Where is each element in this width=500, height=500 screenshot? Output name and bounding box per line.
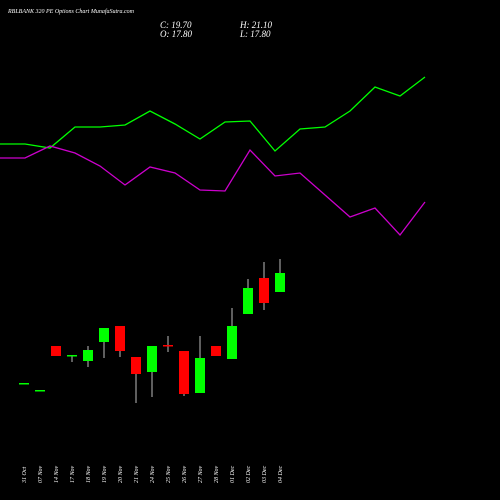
x-tick-label: 28 Nov	[214, 465, 220, 483]
candle-body	[51, 346, 61, 356]
x-tick-label: 17 Nov	[70, 465, 76, 483]
x-tick-label: 26 Nov	[182, 465, 188, 483]
candle-body	[227, 326, 237, 359]
x-tick-label: 14 Nov	[53, 465, 60, 483]
candle-body	[163, 345, 173, 347]
candle-body	[131, 357, 141, 374]
close-label: C: 19.70	[160, 20, 192, 30]
x-tick-label: 24 Nov	[149, 465, 156, 483]
candle-body	[99, 328, 109, 342]
candle-body	[179, 351, 189, 394]
candle-body	[243, 288, 253, 314]
x-tick-label: 20 Nov	[118, 465, 124, 483]
x-tick-label: 25 Nov	[166, 465, 172, 483]
x-tick-label: 02 Dec	[246, 466, 252, 483]
x-tick-label: 21 Nov	[134, 465, 140, 483]
indicator-line	[0, 76, 426, 152]
high-label: H: 21.10	[239, 20, 272, 30]
open-label: O: 17.80	[160, 29, 192, 39]
candle-body	[195, 358, 205, 393]
candle-body	[147, 346, 157, 372]
candle-body	[259, 278, 269, 303]
candle-body	[115, 326, 125, 351]
x-tick-label: 04 Dec	[277, 466, 284, 483]
candle-body	[211, 346, 221, 356]
candle-body	[67, 355, 77, 357]
x-tick-label: 03 Dec	[262, 466, 268, 483]
x-tick-label: 07 Nov	[38, 465, 44, 483]
low-label: L: 17.80	[239, 29, 271, 39]
x-tick-label: 18 Nov	[86, 465, 92, 483]
chart-title: RBLBANK 320 PE Options Chart MunafaSutra…	[7, 8, 135, 15]
indicator-line	[0, 145, 426, 237]
candle-body	[35, 390, 45, 392]
x-tick-label: 01 Dec	[230, 466, 236, 483]
candle-body	[275, 273, 285, 292]
x-tick-label: 31 Oct	[22, 467, 28, 484]
candle-body	[83, 350, 93, 361]
candle-body	[19, 383, 29, 385]
x-tick-label: 27 Nov	[198, 465, 204, 483]
x-tick-label: 19 Nov	[102, 465, 108, 483]
